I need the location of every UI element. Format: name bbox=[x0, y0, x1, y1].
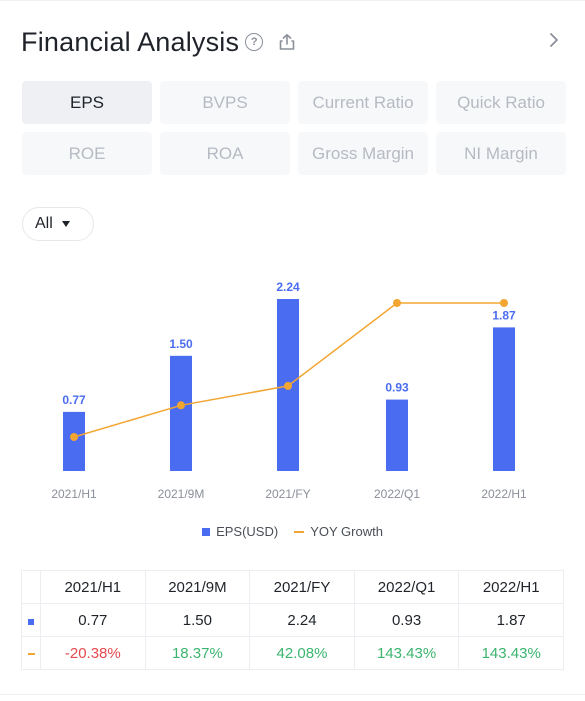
x-tick-label: 2021/H1 bbox=[51, 487, 97, 501]
x-tick-label: 2021/FY bbox=[265, 487, 310, 501]
table-cell: 143.43% bbox=[458, 636, 564, 670]
table-row-eps: 0.77 1.50 2.24 0.93 1.87 bbox=[21, 603, 564, 637]
table-header-cell: 2021/FY bbox=[249, 570, 355, 604]
table-cell: 0.77 bbox=[40, 603, 146, 637]
eps-bar bbox=[63, 411, 85, 471]
table-cell: 1.50 bbox=[144, 603, 251, 637]
yoy-growth-point bbox=[500, 299, 508, 307]
question-circle-icon[interactable]: ? bbox=[245, 33, 264, 51]
eps-data-label: 0.77 bbox=[62, 393, 86, 407]
x-tick-label: 2022/Q1 bbox=[374, 487, 420, 501]
table-header-row: 2021/H1 2021/9M 2021/FY 2022/Q1 2022/H1 bbox=[21, 570, 564, 604]
top-divider bbox=[0, 0, 585, 1]
share-icon[interactable] bbox=[277, 32, 297, 52]
table-cell: 2.24 bbox=[249, 603, 355, 637]
legend-item-eps[interactable]: EPS(USD) bbox=[202, 524, 278, 539]
tab-eps[interactable]: EPS bbox=[22, 81, 152, 124]
yoy-growth-point bbox=[393, 299, 401, 307]
eps-bar bbox=[386, 399, 408, 471]
table-header-cell: 2021/9M bbox=[144, 570, 251, 604]
table-cell: 0.93 bbox=[353, 603, 460, 637]
table-row-yoy: -20.38% 18.37% 42.08% 143.43% 143.43% bbox=[21, 636, 564, 670]
eps-marker-icon bbox=[28, 618, 34, 625]
yoy-marker-icon bbox=[27, 652, 35, 655]
eps-bar bbox=[493, 327, 515, 471]
tab-gross-margin[interactable]: Gross Margin bbox=[298, 132, 428, 175]
table-cell: 1.87 bbox=[458, 603, 564, 637]
tab-ni-margin[interactable]: NI Margin bbox=[436, 132, 566, 175]
period-filter-value: All bbox=[35, 215, 53, 232]
period-filter-dropdown[interactable]: All bbox=[22, 207, 94, 241]
eps-bar bbox=[170, 355, 192, 471]
chevron-right-icon[interactable] bbox=[547, 30, 561, 50]
table-corner-cell bbox=[21, 570, 41, 604]
tab-quick-ratio[interactable]: Quick Ratio bbox=[436, 81, 566, 124]
legend-line-swatch bbox=[294, 530, 305, 533]
x-tick-label: 2021/9M bbox=[158, 487, 205, 501]
table-cell: 18.37% bbox=[144, 636, 251, 670]
eps-data-label: 0.93 bbox=[385, 381, 409, 395]
yoy-growth-point bbox=[284, 381, 292, 390]
table-header-cell: 2022/Q1 bbox=[353, 570, 460, 604]
data-table: 2021/H1 2021/9M 2021/FY 2022/Q1 2022/H1 … bbox=[21, 570, 564, 670]
legend-item-yoy[interactable]: YOY Growth bbox=[294, 524, 383, 539]
bottom-divider bbox=[0, 694, 585, 695]
eps-chart: 0.77 2021/H1 1.50 2021/9M 2.24 2021/FY 0.93 202… bbox=[51, 280, 527, 501]
table-cell: 42.08% bbox=[249, 636, 355, 670]
table-cell: -20.38% bbox=[40, 636, 146, 670]
table-header-cell: 2022/H1 bbox=[458, 570, 564, 604]
table-header-cell: 2021/H1 bbox=[40, 570, 146, 604]
yoy-growth-point bbox=[177, 401, 185, 410]
metric-tabs: EPS BVPS Current Ratio Quick Ratio ROE ROA Gro… bbox=[22, 81, 566, 175]
x-tick-label: 2022/H1 bbox=[481, 487, 527, 501]
legend-label-yoy: YOY Growth bbox=[310, 524, 383, 539]
caret-down-icon bbox=[61, 221, 70, 227]
header: Financial Analysis ? bbox=[21, 22, 297, 62]
legend-label-eps: EPS(USD) bbox=[216, 524, 279, 539]
row-marker-cell bbox=[21, 636, 41, 670]
tab-current-ratio[interactable]: Current Ratio bbox=[298, 81, 428, 124]
tab-roe[interactable]: ROE bbox=[22, 132, 152, 175]
row-marker-cell bbox=[21, 603, 41, 637]
tab-bvps[interactable]: BVPS bbox=[160, 81, 290, 124]
legend-bar-swatch bbox=[202, 527, 211, 536]
tab-roa[interactable]: ROA bbox=[160, 132, 290, 175]
eps-data-label: 1.50 bbox=[169, 337, 193, 351]
chart-legend: EPS(USD) YOY Growth bbox=[0, 524, 585, 539]
table-cell: 143.43% bbox=[353, 636, 460, 670]
eps-data-label: 1.87 bbox=[492, 308, 516, 322]
yoy-growth-point bbox=[70, 433, 78, 441]
page-title: Financial Analysis bbox=[21, 26, 240, 57]
eps-data-label: 2.24 bbox=[276, 280, 300, 294]
